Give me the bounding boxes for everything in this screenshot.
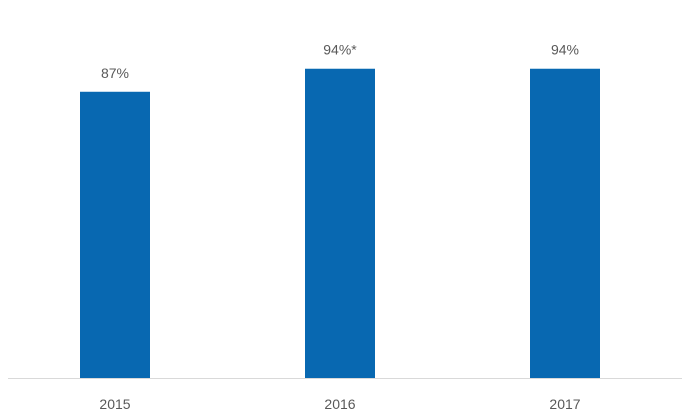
x-tick-label-2017: 2017 (549, 396, 580, 412)
x-tick-label-2016: 2016 (324, 396, 355, 412)
data-label-2017: 94% (551, 42, 579, 58)
data-labels-group: 87% 94%* 94% (101, 42, 579, 81)
data-label-2015: 87% (101, 65, 129, 81)
data-label-2016: 94%* (323, 42, 357, 58)
bars-group (80, 68, 600, 379)
bar-2015 (80, 91, 150, 379)
bar-2016 (305, 68, 375, 379)
x-tick-label-2015: 2015 (99, 396, 130, 412)
bar-2017 (530, 68, 600, 379)
x-tick-labels-group: 2015 2016 2017 (99, 396, 580, 412)
